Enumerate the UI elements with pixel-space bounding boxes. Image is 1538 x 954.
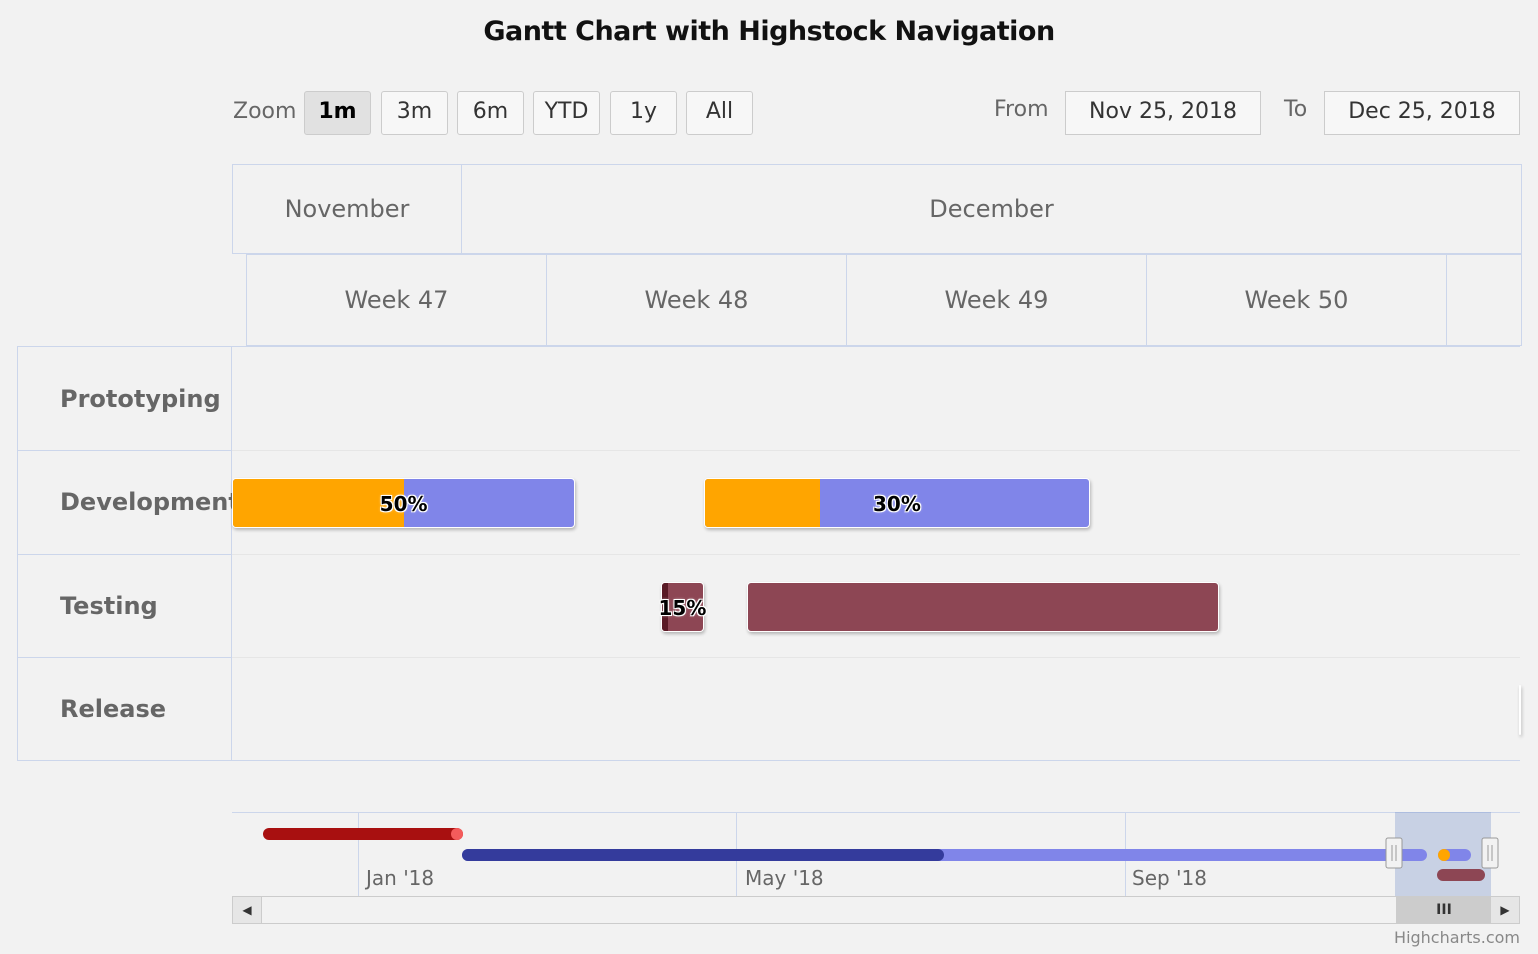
week-header-50: Week 50 (1146, 254, 1447, 346)
navigator-label: Sep '18 (1132, 866, 1207, 890)
week-label: Week 50 (1244, 286, 1349, 314)
row-label-prototyping: Prototyping (60, 385, 221, 413)
navigator-top-line (232, 812, 1520, 813)
scrollbar[interactable]: ◀ III ▶ (232, 896, 1520, 924)
category-left-line (17, 346, 18, 761)
task-progress-label: 15% (658, 595, 707, 620)
task-bar-release[interactable] (1519, 684, 1521, 735)
scroll-left-arrow-icon[interactable]: ◀ (233, 897, 262, 923)
from-date-input[interactable]: Nov 25, 2018 (1065, 91, 1261, 135)
row-label-release: Release (60, 695, 167, 723)
task-progress-fill (662, 582, 669, 631)
credits-link[interactable]: Highcharts.com (1394, 928, 1520, 947)
navigator-label: May '18 (745, 866, 824, 890)
category-divider (17, 554, 232, 555)
week-label: Week 47 (344, 286, 449, 314)
zoom-3m-button[interactable]: 3m (381, 91, 448, 135)
navigator-prototyping-bar (263, 828, 463, 840)
month-header-november: November (232, 164, 462, 254)
row-gridline (232, 450, 1520, 451)
navigator-prototyping-end (451, 828, 463, 840)
zoom-1y-button[interactable]: 1y (610, 91, 677, 135)
week-label: Week 48 (644, 286, 749, 314)
task-progress-fill (704, 478, 821, 527)
from-label: From (994, 97, 1049, 122)
task-progress-fill (233, 478, 404, 527)
scroll-right-arrow-icon[interactable]: ▶ (1490, 897, 1519, 923)
row-gridline (232, 657, 1520, 658)
zoom-6m-button[interactable]: 6m (457, 91, 524, 135)
week-header-51 (1446, 254, 1522, 346)
plot-top-line (17, 346, 1520, 347)
scrollbar-grip-icon: III (1436, 902, 1452, 918)
row-label-development: Development (60, 488, 240, 516)
navigator-left-handle[interactable] (1385, 837, 1403, 869)
row-gridline (232, 554, 1520, 555)
navigator-label: Jan '18 (366, 866, 435, 890)
zoom-label: Zoom (233, 99, 297, 124)
navigator-tick (358, 812, 359, 896)
chart-title: Gantt Chart with Highstock Navigation (483, 16, 1055, 47)
zoom-all-button[interactable]: All (686, 91, 753, 135)
week-label: Week 49 (944, 286, 1049, 314)
task-bar-development[interactable] (703, 477, 1090, 528)
task-progress-label: 30% (873, 491, 921, 516)
navigator-right-handle[interactable] (1481, 837, 1499, 869)
zoom-ytd-button[interactable]: YTD (533, 91, 600, 135)
to-label: To (1284, 97, 1308, 122)
zoom-1m-button[interactable]: 1m (304, 91, 371, 135)
month-label: December (929, 195, 1054, 223)
week-header-47: Week 47 (246, 254, 547, 346)
week-header-49: Week 49 (846, 254, 1147, 346)
scrollbar-thumb[interactable]: III (1396, 897, 1492, 923)
navigator-development-done (462, 849, 944, 861)
category-divider (17, 657, 232, 658)
task-bar-testing[interactable] (661, 581, 704, 632)
task-bar-testing[interactable] (746, 581, 1219, 632)
row-label-testing: Testing (60, 592, 158, 620)
task-progress-label: 50% (379, 491, 428, 516)
task-bar-development[interactable] (232, 477, 576, 528)
month-header-december: December (461, 164, 1522, 254)
month-label: November (284, 195, 410, 223)
category-divider (17, 450, 232, 451)
category-right-line (231, 346, 232, 761)
navigator-development-done-2 (1438, 849, 1450, 861)
to-date-input[interactable]: Dec 25, 2018 (1324, 91, 1520, 135)
plot-bottom-line (17, 760, 1520, 761)
navigator-testing-bar (1437, 869, 1485, 881)
